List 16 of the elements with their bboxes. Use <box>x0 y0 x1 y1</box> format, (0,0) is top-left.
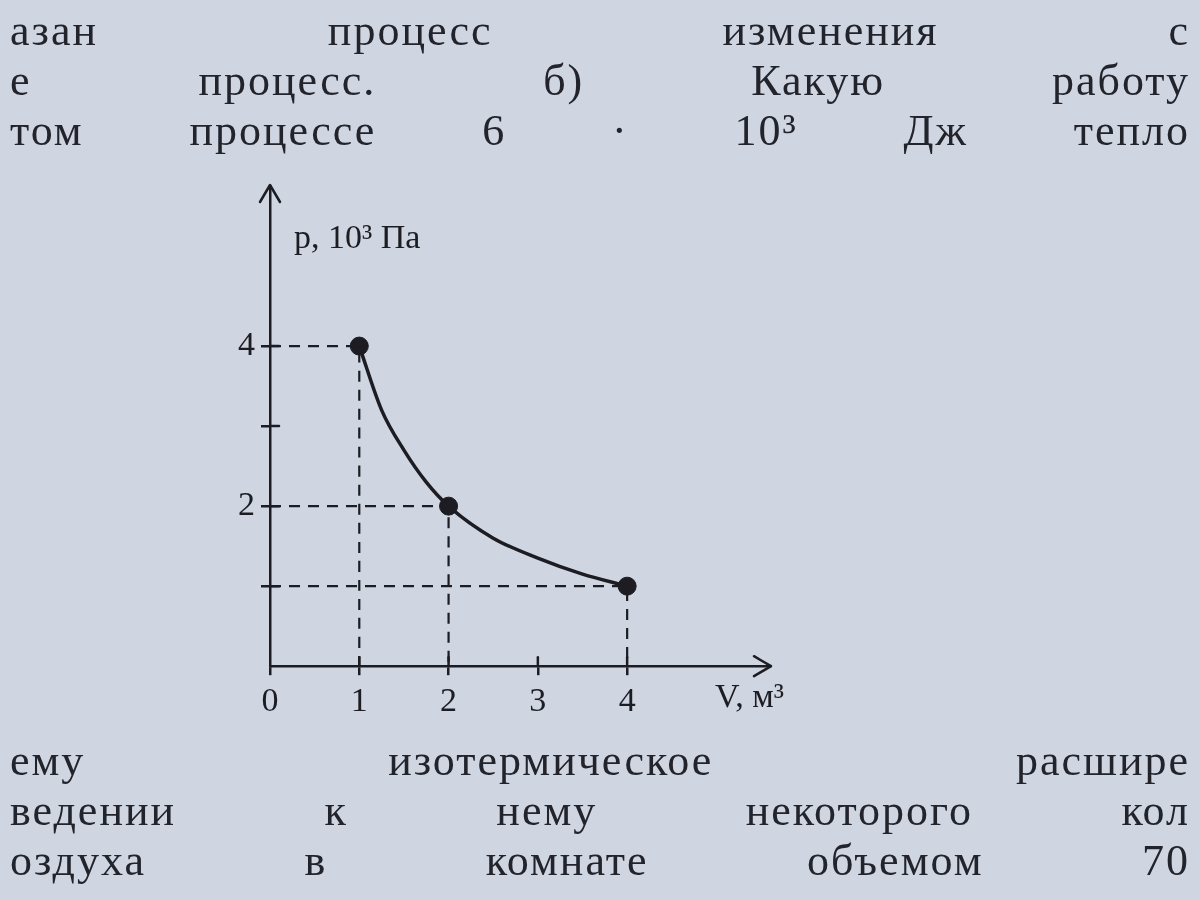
text: том процессе 6 · 10³ Дж тепло <box>10 106 1190 156</box>
text: е процесс. б) Какую работу <box>10 56 1190 106</box>
text: ведении к нему некоторого кол <box>10 786 1190 836</box>
point <box>439 496 459 516</box>
x-tick-label: 3 <box>529 680 547 718</box>
y-axis-title: p, 10³ Па <box>294 218 421 255</box>
text: ему изотермическое расшире <box>10 736 1190 786</box>
x-tick-label: 1 <box>350 680 368 718</box>
text: азан процесс изменения с <box>10 6 1190 56</box>
point <box>617 576 637 596</box>
text: оздуха в комнате объемом 70 <box>10 836 1190 886</box>
x-axis-title: V, м³ <box>715 677 784 715</box>
x-tick-label: 0 <box>261 680 279 718</box>
x-tick-label: 2 <box>440 680 458 718</box>
x-tick-label: 4 <box>618 680 636 718</box>
point <box>349 336 369 356</box>
